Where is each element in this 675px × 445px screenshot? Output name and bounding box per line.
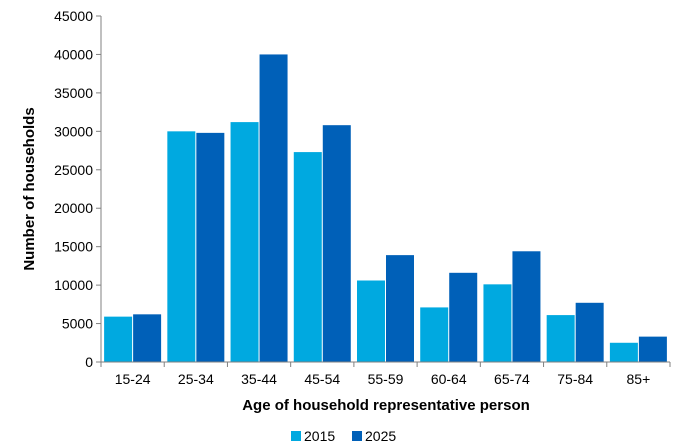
bar-2015-60-64: [420, 307, 449, 362]
bar-2015-75-84: [546, 315, 575, 362]
bar-2025-75-84: [575, 302, 604, 362]
bar-2025-65-74: [512, 251, 541, 362]
x-tick-label: 15-24: [115, 371, 151, 387]
bar-2015-15-24: [104, 316, 133, 362]
bars: [104, 54, 667, 363]
legend-swatch-2015: [291, 431, 301, 441]
x-tick-label: 35-44: [241, 371, 277, 387]
y-tick-label: 35000: [54, 85, 93, 101]
y-axis-title: Number of households: [21, 107, 38, 270]
x-axis-title: Age of household representative person: [242, 397, 530, 414]
bar-2015-35-44: [230, 122, 259, 363]
bar-2025-45-54: [322, 125, 351, 362]
bar-2025-15-24: [133, 314, 162, 362]
y-axis-ticks: 0 5000 10000 15000 20000 25000 30000 35000 40000…: [54, 8, 101, 370]
bar-2025-85+: [638, 336, 667, 362]
x-tick-label: 60-64: [431, 371, 467, 387]
bar-2025-35-44: [259, 54, 288, 362]
bar-2015-25-34: [167, 131, 196, 362]
y-tick-label: 10000: [54, 277, 93, 293]
y-tick-label: 25000: [54, 162, 93, 178]
y-tick-label: 0: [85, 354, 93, 370]
y-tick-label: 5000: [62, 316, 93, 332]
x-tick-label: 45-54: [304, 371, 340, 387]
x-tick-label: 25-34: [178, 371, 214, 387]
bar-2015-55-59: [357, 280, 385, 362]
bar-2025-60-64: [449, 272, 478, 362]
x-tick-label: 55-59: [368, 371, 404, 387]
axes: [100, 16, 670, 363]
bar-2015-45-54: [293, 152, 322, 362]
x-axis-ticks: 15-24 25-34 35-44 45-54 55-59 60-64 65-74 75-84…: [100, 362, 671, 387]
y-tick-label: 30000: [54, 123, 93, 139]
x-tick-label: 75-84: [557, 371, 593, 387]
y-tick-label: 45000: [54, 8, 93, 24]
x-tick-label: 85+: [627, 371, 651, 387]
legend: 2015 2025: [291, 428, 396, 444]
y-tick-label: 40000: [54, 46, 93, 62]
y-tick-label: 20000: [54, 200, 93, 216]
bar-2025-55-59: [386, 255, 414, 362]
legend-swatch-2025: [352, 431, 362, 441]
y-tick-label: 15000: [54, 239, 93, 255]
bar-2015-85+: [609, 342, 638, 362]
legend-label-2015: 2015: [304, 428, 335, 444]
x-tick-label: 65-74: [494, 371, 530, 387]
legend-label-2025: 2025: [365, 428, 396, 444]
bar-2025-25-34: [196, 132, 225, 362]
bar-2015-65-74: [483, 284, 512, 362]
